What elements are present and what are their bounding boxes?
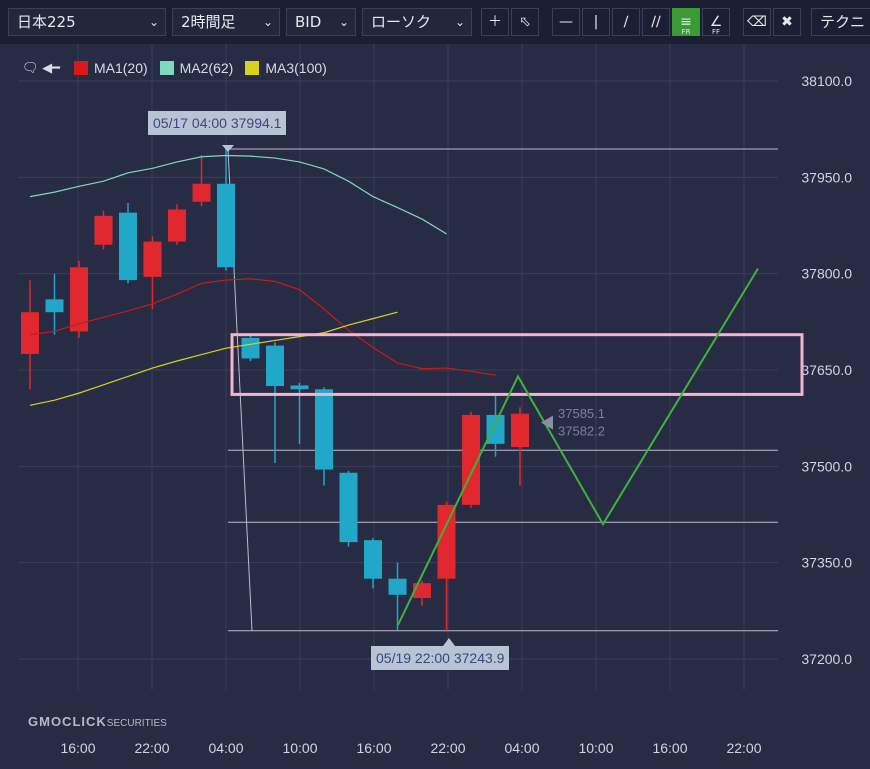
x-tick-label: 22:00 — [430, 740, 465, 756]
ma2-line — [29, 154, 447, 235]
pointer-icon[interactable]: ⬁ — [511, 8, 539, 36]
candle-body — [143, 241, 162, 277]
y-tick-label: 37350.0 — [801, 555, 852, 571]
chart-style-label: ローソク — [371, 13, 432, 31]
ghost-price-label: 37585.1 — [558, 406, 605, 421]
fibonacci-retracement-icon[interactable]: ≡ FR — [672, 8, 700, 36]
legend: 🗨 ◀━ MA1(20) MA2(62) MA3(100) — [22, 58, 339, 78]
x-tick-label: 16:00 — [356, 740, 391, 756]
candle-body — [94, 215, 113, 245]
candle-body — [45, 299, 64, 313]
x-tick-label: 04:00 — [504, 740, 539, 756]
price-type-label: BID — [295, 13, 322, 31]
period-label: 2時間足 — [181, 13, 236, 31]
x-tick-label: 16:00 — [60, 740, 95, 756]
ma2-swatch — [159, 61, 174, 75]
chevron-down-icon: ⌄ — [148, 15, 159, 29]
forecast-zigzag-line — [397, 268, 759, 626]
low-callout: 05/19 22:00 37243.9 — [371, 646, 510, 670]
trend-line-icon[interactable]: ∕ — [612, 8, 640, 36]
technical-dropdown[interactable]: テクニ — [811, 8, 870, 36]
logo-main: GMOCLICK — [28, 714, 107, 729]
candle-body — [339, 472, 358, 543]
candle-body — [388, 578, 407, 595]
crosshair-icon[interactable]: ＋ — [481, 8, 509, 36]
eraser-icon[interactable]: ⌫ — [743, 8, 771, 36]
candle-body — [290, 385, 309, 390]
candle-body — [437, 504, 456, 579]
y-tick-label: 37200.0 — [801, 651, 852, 667]
price-marker-arrow — [541, 415, 553, 430]
ma1-swatch — [73, 61, 88, 75]
comment-icon[interactable]: 🗨 ◀━ — [22, 60, 60, 75]
candle-body — [192, 183, 211, 202]
ma1-label: MA1(20) — [93, 60, 148, 76]
y-tick-label: 37500.0 — [801, 458, 852, 474]
resistance-zone-box — [230, 333, 804, 396]
candle-body — [70, 267, 88, 332]
broker-logo: GMOCLICKSECURITIES — [28, 714, 167, 729]
candle-body — [241, 337, 260, 359]
period-dropdown[interactable]: 2時間足 ⌄ — [172, 8, 280, 36]
chevron-down-icon: ⌄ — [338, 15, 349, 29]
candle-body — [511, 413, 529, 448]
high-callout: 05/17 04:00 37994.1 — [148, 111, 287, 135]
candle-body — [413, 583, 431, 598]
candle-body — [21, 312, 39, 354]
x-tick-label: 10:00 — [578, 740, 613, 756]
candle-body — [168, 209, 186, 242]
technical-label: テクニ — [820, 13, 866, 31]
candle-body — [217, 183, 235, 268]
legend-ma1: MA1(20) — [73, 60, 148, 76]
x-tick-label: 04:00 — [208, 740, 243, 756]
x-tick-label: 22:00 — [726, 740, 761, 756]
clear-all-icon[interactable]: ✖ — [773, 8, 801, 36]
logo-sub: SECURITIES — [106, 718, 167, 729]
candle-body — [364, 540, 382, 579]
fibonacci-fan-icon[interactable]: ∠ FF — [702, 8, 730, 36]
x-tick-label: 10:00 — [282, 740, 317, 756]
symbol-label: 日本225 — [17, 13, 76, 31]
callout-pointer — [222, 145, 234, 152]
chevron-down-icon: ⌄ — [454, 15, 465, 29]
y-tick-label: 38100.0 — [801, 73, 852, 89]
price-type-dropdown[interactable]: BID ⌄ — [286, 8, 356, 36]
y-tick-label: 37800.0 — [801, 266, 852, 282]
candle-body — [486, 414, 505, 444]
parallel-lines-icon[interactable]: ∕∕ — [642, 8, 670, 36]
ma1-line — [29, 278, 496, 376]
x-tick-label: 16:00 — [652, 740, 687, 756]
price-chart[interactable]: 16:00 22:00 04:00 10:00 16:00 22:00 04:00 10:00… — [0, 44, 870, 769]
ma2-label: MA2(62) — [179, 60, 234, 76]
y-tick-label: 37950.0 — [801, 169, 852, 185]
ma3-line — [29, 311, 398, 406]
ma3-label: MA3(100) — [265, 60, 327, 76]
toolbar: 日本225 ⌄ 2時間足 ⌄ BID ⌄ ローソク ⌄ ＋ ⬁ — | ∕ ∕∕… — [0, 0, 870, 44]
ma3-swatch — [245, 61, 260, 75]
ghost-price-label: 37582.2 — [558, 424, 605, 439]
candle-body — [119, 212, 137, 281]
symbol-dropdown[interactable]: 日本225 ⌄ — [8, 8, 166, 36]
legend-ma2: MA2(62) — [159, 60, 234, 76]
y-tick-label: 37650.0 — [801, 362, 852, 378]
chevron-down-icon: ⌄ — [262, 15, 273, 29]
chart-style-dropdown[interactable]: ローソク ⌄ — [362, 8, 472, 36]
candle-body — [315, 389, 333, 470]
horizontal-line-icon[interactable]: — — [552, 8, 580, 36]
candle-body — [266, 345, 284, 387]
vertical-line-icon[interactable]: | — [582, 8, 610, 36]
x-tick-label: 22:00 — [134, 740, 169, 756]
callout-pointer — [443, 638, 455, 646]
legend-ma3: MA3(100) — [245, 60, 327, 76]
